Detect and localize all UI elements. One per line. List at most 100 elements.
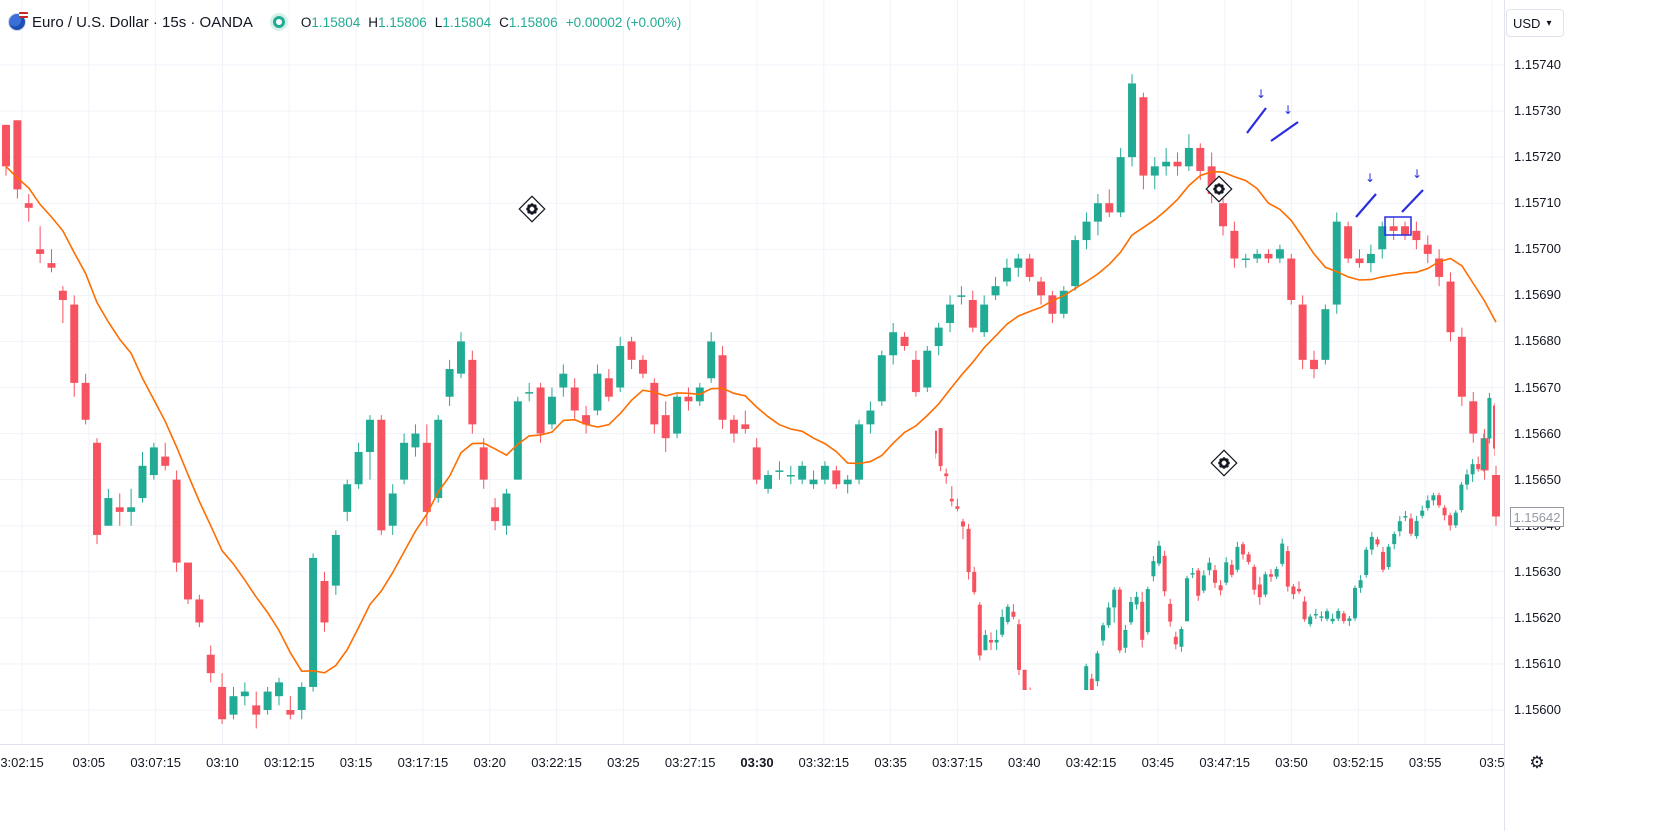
time-tick-label: 03:35	[874, 755, 907, 770]
dup-candle-body	[1005, 606, 1010, 622]
price-tick-label: 1.15690	[1514, 287, 1561, 303]
candle-body	[229, 696, 238, 715]
time-tick-label: 03:17:15	[397, 755, 449, 770]
dup-candle-body	[989, 640, 993, 643]
candle-body	[1401, 226, 1409, 236]
dup-candle-body	[1308, 616, 1313, 625]
candle-body	[1378, 226, 1387, 250]
dup-candle-body	[983, 635, 988, 651]
star-marker-frame	[518, 195, 546, 223]
annotations: ↓ ↓ ↓ ↓	[1246, 87, 1424, 236]
candle-body	[536, 387, 545, 434]
candle-body	[491, 507, 500, 522]
candle-body	[1241, 258, 1250, 260]
dup-candle-body	[1459, 484, 1464, 510]
dup-candle-body	[1437, 495, 1441, 506]
candle-body	[70, 304, 79, 383]
candle-body	[1446, 281, 1455, 333]
dup-candle-body	[1117, 589, 1122, 651]
candle-body	[729, 419, 738, 434]
dup-candle-body	[1034, 720, 1038, 730]
candle-body	[1264, 253, 1273, 259]
dup-candle-body	[1470, 464, 1475, 475]
candle-body	[525, 392, 534, 394]
candle-body	[957, 295, 966, 297]
price-axis[interactable]	[1504, 0, 1672, 831]
high-value: 1.15806	[377, 14, 427, 30]
dup-candle-body	[1190, 573, 1195, 575]
settings-icon[interactable]: ⚙	[1529, 753, 1545, 772]
time-axis[interactable]	[0, 744, 1504, 831]
time-tick-label: 03:55	[1408, 755, 1442, 770]
dup-candle-body	[1269, 574, 1273, 577]
star-marker-dot	[1225, 464, 1229, 468]
candle-body	[650, 382, 659, 425]
candle-body	[900, 336, 909, 347]
star-marker-dot	[1218, 461, 1222, 465]
open-value: 1.15804	[311, 14, 361, 30]
symbol-title[interactable]: Euro / U.S. Dollar · 15s · OANDA	[32, 13, 253, 31]
candle-body	[161, 456, 170, 466]
candle-body	[81, 382, 90, 420]
candle-body	[832, 470, 841, 485]
candle-body	[218, 686, 227, 720]
price-plot[interactable]: ↓ ↓ ↓ ↓	[0, 0, 1504, 744]
candle-body	[445, 369, 454, 397]
down-arrow-icon: ↓	[1412, 167, 1422, 181]
price-tick-label: 1.15720	[1514, 149, 1561, 165]
candle-body	[1310, 359, 1318, 370]
star-marker-dot	[1222, 457, 1226, 461]
dup-candle-body	[1218, 585, 1223, 591]
candle-body	[1116, 157, 1125, 213]
dup-candle-body	[1397, 521, 1402, 532]
time-tick-label: 03:47:15	[1199, 755, 1251, 770]
price-tick-label: 1.15670	[1514, 379, 1561, 395]
candle-body	[1219, 203, 1228, 227]
candle-body	[911, 359, 920, 393]
dup-candle-body	[1493, 405, 1495, 449]
dup-candle-body	[1319, 616, 1324, 618]
candle-body	[638, 359, 647, 374]
candle-body	[388, 493, 397, 526]
time-tick-label: 03:10	[206, 755, 239, 770]
price-tick-label: 1.15660	[1514, 425, 1561, 441]
dup-candle-body	[1028, 689, 1033, 690]
dup-candle-body	[1106, 607, 1111, 626]
star-marker-dot	[1214, 190, 1218, 194]
dup-candle-body	[1241, 544, 1245, 555]
candle-body	[320, 581, 329, 623]
dup-candle-body	[1162, 555, 1167, 592]
time-tick-label: 03:32:15	[798, 755, 850, 770]
symbol-header: Euro / U.S. Dollar · 15s · OANDA O1.1580…	[8, 8, 681, 36]
candle-body	[1344, 226, 1353, 259]
candle-body	[1105, 203, 1114, 213]
candle-body	[991, 286, 1000, 296]
market-status-icon[interactable]	[272, 16, 285, 28]
candle-body	[627, 341, 636, 360]
dup-candle-body	[1011, 611, 1016, 617]
dup-candle-body	[1185, 578, 1189, 622]
duplicate-fragment	[935, 392, 1495, 730]
ohlc-readout: O1.15804 H1.15806 L1.15804 C1.15806 +0.0…	[301, 15, 681, 30]
candle-body	[673, 396, 682, 434]
dup-candle-body	[1330, 618, 1335, 622]
candle-body	[547, 396, 556, 425]
dup-candle-body	[1140, 601, 1145, 640]
currency-selector[interactable]: USD ▾	[1506, 9, 1564, 37]
dup-candle-body	[1000, 617, 1005, 635]
dup-candle-body	[1145, 589, 1150, 633]
time-tick-label: 03:25	[607, 755, 640, 770]
star-marker-dot	[527, 204, 531, 208]
dup-candle-body	[1487, 397, 1492, 439]
candle-body	[468, 359, 477, 425]
dup-candle-body	[1246, 554, 1251, 562]
time-tick-label: 03:45	[1141, 755, 1175, 770]
dup-candle-body	[1465, 474, 1469, 485]
candle-body	[479, 447, 488, 480]
dup-candle-body	[1313, 613, 1318, 616]
dup-candle-body	[1196, 570, 1201, 596]
last-price-label: 1.15642	[1510, 507, 1564, 527]
candle-body	[1048, 295, 1057, 314]
dup-candle-body	[1341, 613, 1346, 622]
